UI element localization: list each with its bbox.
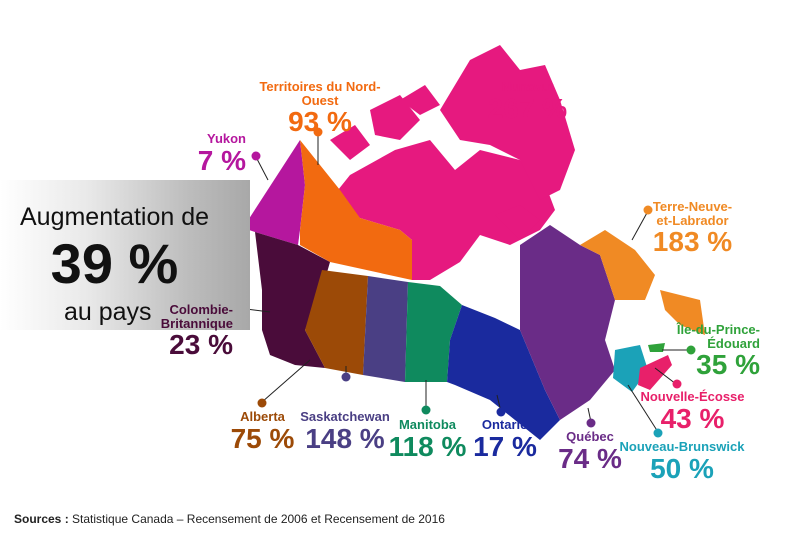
- label-name: Ontario: [481, 417, 529, 432]
- label-name-line1: Colombie-: [169, 302, 233, 317]
- label-value: 17 %: [473, 430, 537, 462]
- region-ontario: [447, 305, 560, 440]
- label-quebec: Québec 74 %: [555, 430, 625, 473]
- label-new-brunswick: Nouveau-Brunswick 50 %: [612, 440, 752, 483]
- sources-label: Sources :: [14, 512, 69, 526]
- sources-note: Sources : Statistique Canada – Recenseme…: [14, 512, 445, 526]
- label-alberta: Alberta 75 %: [220, 410, 305, 453]
- region-alberta: [305, 270, 368, 375]
- label-name: Yukon: [206, 131, 246, 146]
- region-nova-scotia: [638, 355, 672, 390]
- label-name: Alberta: [240, 409, 285, 424]
- region-quebec: [520, 225, 615, 420]
- label-value: 75 %: [230, 422, 295, 454]
- label-value: 148 %: [305, 422, 385, 454]
- label-manitoba: Manitoba 118 %: [385, 418, 470, 461]
- label-value: 118 %: [388, 430, 467, 462]
- region-pei: [648, 343, 665, 352]
- label-name: Nunavut: [501, 79, 554, 94]
- label-value: 50 %: [650, 452, 714, 484]
- label-value: 7 %: [197, 144, 246, 176]
- label-pei: Île-du-Prince- Édouard 35 %: [660, 323, 760, 380]
- label-value: 35 %: [696, 349, 760, 381]
- label-name-line2: Britannique: [160, 315, 233, 331]
- region-saskatchewan: [363, 276, 408, 382]
- label-name-line1: Île-du-Prince-: [676, 322, 760, 337]
- label-value: 23 %: [169, 329, 233, 361]
- label-nwt: Territoires du Nord-Ouest 93 %: [245, 80, 395, 137]
- label-name: Québec: [566, 429, 614, 444]
- label-value: 93 %: [288, 106, 352, 138]
- label-nunavut: Nunavut 267 %: [475, 80, 580, 123]
- banner-value: 39 %: [50, 232, 179, 295]
- label-ontario: Ontario 17 %: [470, 418, 540, 461]
- label-bc: Colombie- Britannique 23 %: [150, 303, 233, 360]
- region-nwt: [300, 140, 412, 280]
- label-name: Nouvelle-Écosse: [640, 389, 745, 404]
- region-yukon: [243, 140, 305, 245]
- region-bc: [255, 232, 330, 368]
- label-name: Territoires du Nord-Ouest: [259, 79, 381, 108]
- label-value: 74 %: [558, 442, 622, 474]
- label-name: Manitoba: [398, 417, 457, 432]
- sources-text: Statistique Canada – Recensement de 2006…: [72, 512, 445, 526]
- label-value: 43 %: [660, 402, 725, 434]
- banner-line1: Augmentation de: [19, 203, 210, 231]
- label-yukon: Yukon 7 %: [150, 132, 246, 175]
- national-increase-banner: [0, 180, 250, 330]
- label-name: Nouveau-Brunswick: [619, 439, 745, 454]
- label-name-line1: Terre-Neuve-: [652, 199, 733, 214]
- label-saskatchewan: Saskatchewan 148 %: [300, 410, 390, 453]
- label-nova-scotia: Nouvelle-Écosse 43 %: [640, 390, 745, 433]
- region-manitoba: [405, 282, 462, 382]
- label-name-line2: Édouard: [707, 335, 760, 351]
- label-value: 183 %: [652, 226, 733, 258]
- banner-line3: au pays: [64, 298, 152, 326]
- label-name-line2: et-Labrador: [656, 212, 729, 228]
- label-name: Saskatchewan: [300, 409, 390, 424]
- label-newfoundland: Terre-Neuve- et-Labrador 183 %: [640, 200, 745, 257]
- region-newfoundland: [580, 230, 705, 335]
- label-value: 267 %: [487, 92, 568, 124]
- region-nunavut: [330, 45, 575, 280]
